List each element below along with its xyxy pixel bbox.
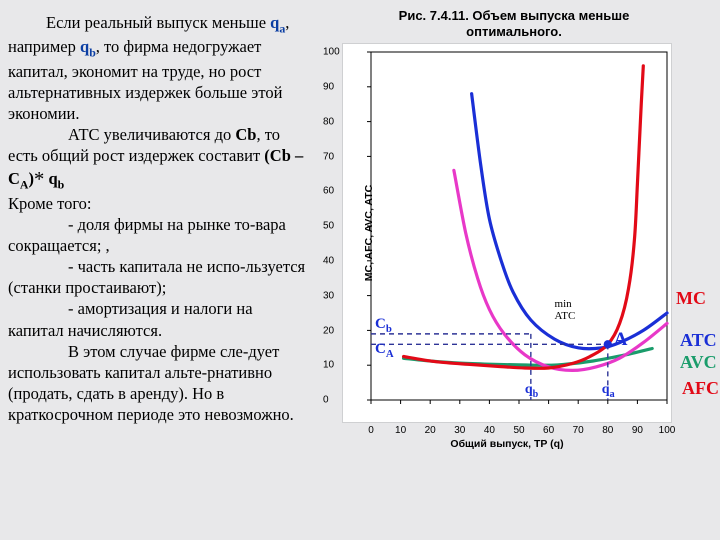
chart-container: Рис. 7.4.11. Объем выпуска меньше оптима… (316, 8, 712, 468)
t: Если реальный выпуск меньше (46, 13, 270, 32)
chart-annotation: qb (525, 382, 538, 400)
formula-sub: A (20, 177, 29, 191)
explanatory-text: Если реальный выпуск меньше qa, например… (8, 12, 308, 425)
qb-sub: b (89, 46, 96, 60)
qa: q (270, 13, 279, 32)
title-line: оптимального. (466, 24, 562, 39)
y-tick: 100 (323, 47, 340, 58)
x-tick: 70 (573, 425, 584, 436)
y-tick: 80 (323, 116, 334, 127)
y-tick: 50 (323, 221, 334, 232)
y-tick: 90 (323, 81, 334, 92)
y-tick: 60 (323, 186, 334, 197)
chart-svg (343, 44, 673, 424)
x-axis-label: Общий выпуск, TP (q) (343, 438, 671, 450)
t: В этом случае фирме сле-дует использоват… (8, 341, 308, 425)
chart-title: Рис. 7.4.11. Объем выпуска меньше оптима… (316, 8, 712, 39)
chart-annotation: CA (375, 341, 394, 360)
qb2: q (44, 169, 57, 188)
title-line: Рис. 7.4.11. Объем выпуска меньше (399, 8, 630, 23)
y-tick: 70 (323, 151, 334, 162)
x-tick: 50 (513, 425, 524, 436)
y-tick: 30 (323, 290, 334, 301)
legend-avc: AVC (680, 352, 717, 373)
x-tick: 0 (368, 425, 374, 436)
t: Кроме того: (8, 193, 308, 214)
t: АТС увеличиваются до (68, 125, 235, 144)
x-tick: 20 (425, 425, 436, 436)
x-tick: 100 (659, 425, 676, 436)
qb2-sub: b (58, 177, 65, 191)
chart-annotation: A (614, 329, 628, 351)
qb: q (80, 37, 89, 56)
y-tick: 20 (323, 325, 334, 336)
legend-atc: ATC (680, 330, 717, 351)
bullet: - доля фирмы на рынке то-вара сокращаетс… (8, 214, 308, 256)
bullet: - амортизация и налоги на капитал начисл… (8, 298, 308, 340)
x-tick: 60 (543, 425, 554, 436)
star: * (34, 169, 44, 191)
chart-plot: MC, AFC, AVC, ATC Общий выпуск, TP (q) 0… (342, 43, 672, 423)
legend-afc: AFC (682, 378, 719, 399)
x-tick: 80 (602, 425, 613, 436)
y-tick: 0 (323, 395, 329, 406)
chart-annotation: qa (602, 382, 615, 400)
bullet: - часть капитала не испо-льзуется (станк… (8, 256, 308, 298)
legend-mc: MC (676, 288, 706, 309)
cb: Cb (235, 125, 256, 144)
y-tick: 10 (323, 360, 334, 371)
x-tick: 10 (395, 425, 406, 436)
chart-annotation: Cb (375, 316, 392, 335)
x-tick: 90 (632, 425, 643, 436)
x-tick: 30 (454, 425, 465, 436)
x-tick: 40 (484, 425, 495, 436)
chart-annotation: minATC (555, 298, 576, 322)
y-tick: 40 (323, 255, 334, 266)
